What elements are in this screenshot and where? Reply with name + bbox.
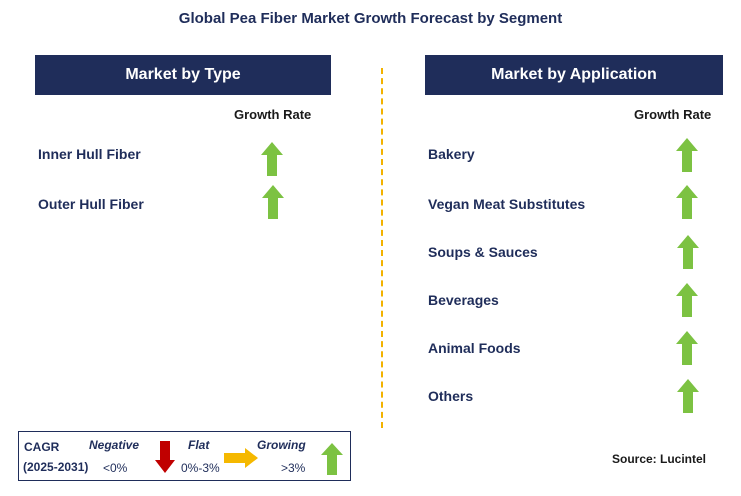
legend-period-label: (2025-2031): [23, 460, 89, 474]
type-row-label: Outer Hull Fiber: [38, 196, 144, 212]
cagr-legend: CAGR (2025-2031) Negative <0% Flat 0%-3%…: [18, 431, 351, 481]
green-up-arrow-icon: [676, 138, 698, 172]
application-row-label: Bakery: [428, 146, 475, 162]
green-up-arrow-icon: [677, 379, 699, 413]
green-up-arrow-icon: [261, 142, 283, 176]
application-row-label: Vegan Meat Substitutes: [428, 196, 586, 212]
application-panel-header-label: Market by Application: [491, 66, 657, 83]
green-up-arrow-icon: [676, 283, 698, 317]
application-row-label: Soups & Sauces: [428, 244, 538, 260]
legend-negative-range: <0%: [103, 461, 128, 475]
panel-divider: [381, 68, 383, 428]
application-growth-rate-label: Growth Rate: [634, 107, 712, 122]
type-row-label: Inner Hull Fiber: [38, 146, 141, 162]
red-down-arrow-icon: [155, 441, 175, 473]
green-up-arrow-icon: [676, 185, 698, 219]
legend-growing-range: >3%: [281, 461, 306, 475]
legend-flat-range: 0%-3%: [181, 461, 220, 475]
application-panel-header: Market by Application: [425, 55, 723, 95]
application-row-label: Others: [428, 388, 474, 404]
green-up-arrow-icon: [321, 443, 343, 475]
legend-cagr-label: CAGR: [24, 440, 60, 454]
legend-growing-label: Growing: [257, 438, 306, 452]
page-title: Global Pea Fiber Market Growth Forecast …: [178, 10, 563, 27]
application-row-label: Beverages: [428, 292, 499, 308]
green-up-arrow-icon: [676, 331, 698, 365]
type-panel-header: Market by Type: [35, 55, 331, 95]
green-up-arrow-icon: [262, 185, 284, 219]
application-row-label: Animal Foods: [428, 340, 521, 356]
type-panel-header-label: Market by Type: [125, 66, 241, 83]
type-growth-rate-label: Growth Rate: [234, 107, 312, 122]
source-label: Source: Lucintel: [612, 452, 707, 466]
legend-flat-label: Flat: [188, 438, 210, 452]
legend-negative-label: Negative: [89, 438, 140, 452]
orange-right-arrow-icon: [224, 448, 258, 468]
green-up-arrow-icon: [677, 235, 699, 269]
